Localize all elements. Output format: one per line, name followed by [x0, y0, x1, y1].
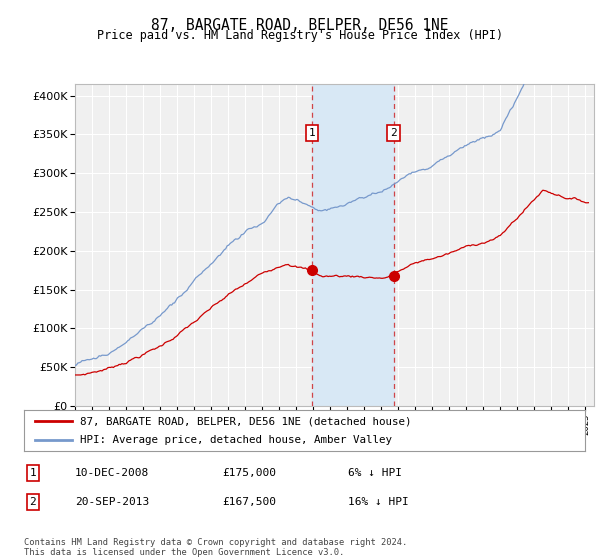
Text: 10-DEC-2008: 10-DEC-2008: [75, 468, 149, 478]
Text: 20-SEP-2013: 20-SEP-2013: [75, 497, 149, 507]
Text: 6% ↓ HPI: 6% ↓ HPI: [348, 468, 402, 478]
Text: Contains HM Land Registry data © Crown copyright and database right 2024.
This d: Contains HM Land Registry data © Crown c…: [24, 538, 407, 557]
Bar: [312, 84, 394, 406]
Text: HPI: Average price, detached house, Amber Valley: HPI: Average price, detached house, Ambe…: [80, 435, 392, 445]
Text: £167,500: £167,500: [222, 497, 276, 507]
Text: 1: 1: [29, 468, 37, 478]
Text: 87, BARGATE ROAD, BELPER, DE56 1NE (detached house): 87, BARGATE ROAD, BELPER, DE56 1NE (deta…: [80, 417, 412, 426]
Text: £175,000: £175,000: [222, 468, 276, 478]
Text: 87, BARGATE ROAD, BELPER, DE56 1NE: 87, BARGATE ROAD, BELPER, DE56 1NE: [151, 18, 449, 33]
Text: 16% ↓ HPI: 16% ↓ HPI: [348, 497, 409, 507]
Text: 2: 2: [29, 497, 37, 507]
Text: Price paid vs. HM Land Registry's House Price Index (HPI): Price paid vs. HM Land Registry's House …: [97, 29, 503, 42]
Text: 1: 1: [309, 128, 316, 138]
Text: 2: 2: [390, 128, 397, 138]
